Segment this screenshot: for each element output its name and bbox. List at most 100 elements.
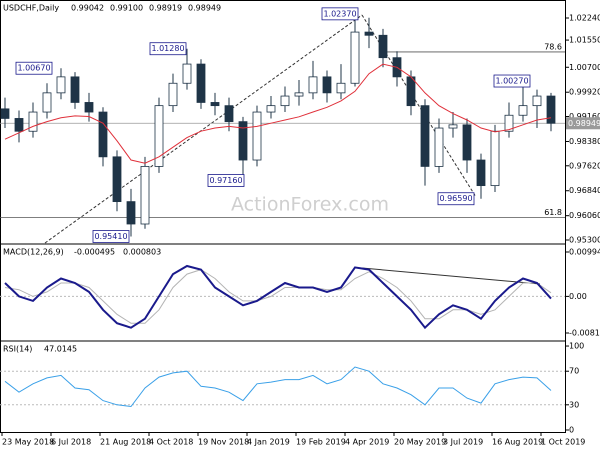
y-tick-label: 0.99920 [569,88,600,97]
signal-line [4,269,552,324]
macd-value: 0.000803 [123,248,161,257]
candle-body [546,95,556,124]
candle-body [322,76,332,94]
price-annotation-box [321,7,359,21]
candle-body [476,159,486,187]
candle-body [532,95,542,107]
candle-body [182,63,192,84]
y-tick-label: 30 [569,400,579,409]
quote-value: 0.98919 [149,4,182,13]
y-tick-label: 100 [569,342,584,351]
x-tick-label: 21 Aug 2018 [100,438,151,447]
x-tick-label: 19 Feb 2019 [296,438,346,447]
quote-value: 0.98949 [188,4,221,13]
candle-body [168,82,178,107]
x-tick-label: 4 Apr 2019 [345,438,389,447]
macd-title: MACD(12,26,9) [3,248,64,257]
y-tick-label: 1.00700 [569,63,600,72]
candle-body [294,92,304,97]
fib-label: 78.6 [544,42,562,51]
price-annotation: 1.02370 [323,9,356,18]
price-annotation: 1.00670 [17,64,50,73]
price-annotation-box [149,42,187,56]
candle-body [490,130,500,187]
plot-frame [0,0,566,433]
x-tick-label: 3 Jul 2019 [443,438,483,447]
y-tick-label: 70 [569,367,579,376]
candle-body [378,34,388,59]
quote-value: 0.99100 [110,4,143,13]
trend-line [361,267,541,285]
price-annotation-box [437,192,475,206]
y-tick-label: 0.96840 [569,186,600,195]
x-tick-label: 4 Jan 2019 [247,438,290,447]
x-tick-label: 19 Nov 2018 [198,438,249,447]
trend-line [44,14,363,244]
quote-value: 0.99042 [71,4,104,13]
candle-body [518,105,528,116]
price-annotation-box [493,74,531,88]
candle-body [504,114,514,132]
candle-body [350,31,360,84]
y-tick-label: 0.95300 [569,235,600,244]
price-annotation-box [15,61,53,75]
y-tick-label: 0.00994 [569,247,600,256]
price-annotation: 0.95410 [94,232,127,241]
candle-body [434,127,444,167]
candle-body [308,76,318,94]
candle-body [28,111,38,132]
x-tick-label: 20 May 2019 [394,438,446,447]
candle-body [280,95,290,107]
y-tick-label: 1.01550 [569,36,600,45]
candle-body [336,82,346,94]
candle-body [252,111,262,161]
y-tick-label: 0.00 [569,292,587,301]
y-tick-label: 1.02240 [569,14,600,23]
candle-body [126,201,136,225]
price-annotation-box [92,230,130,243]
chart-title: USDCHF,Daily [3,4,59,13]
candle-body [70,76,80,103]
y-tick-label: 0.96060 [569,211,600,220]
candle-body [42,92,52,113]
x-tick-label: 1 Oct 2019 [541,438,585,447]
watermark: ActionForex.com [231,194,389,216]
rsi-title: RSI(14) [3,345,32,354]
macd-value: -0.000495 [74,248,115,257]
candle-body [210,102,220,107]
y-tick-label: -0.008193 [569,328,600,337]
candle-body [84,102,94,113]
x-tick-label: 23 May 2018 [2,438,54,447]
y-tick-label: 0.99160 [569,112,600,121]
price-annotation: 0.96590 [439,194,472,203]
x-tick-label: 6 Jul 2018 [51,438,91,447]
rsi-value: 47.0145 [44,345,77,354]
candle-body [224,105,234,123]
x-tick-label: 16 Aug 2019 [492,438,543,447]
y-tick-label: 0.98380 [569,137,600,146]
macd-line [4,264,552,330]
candle-body [406,76,416,107]
price-annotation-box [207,174,245,187]
candle-body [154,105,164,167]
candle-body [448,124,458,129]
fib-label: 61.8 [544,208,562,217]
price-annotation: 0.97160 [209,176,242,185]
price-annotation: 1.01280 [151,44,184,53]
candle-body [14,118,24,132]
price-annotation: 1.00270 [495,77,528,86]
candle-body [56,76,66,94]
candle-body [112,156,122,203]
rsi-line [4,366,552,408]
moving-average [4,63,552,164]
x-tick-label: 4 Oct 2018 [149,438,193,447]
candle-body [266,105,276,113]
candle-body [140,166,150,225]
candle-body [364,31,374,36]
candle-body [196,63,206,103]
candle-body [420,105,430,167]
y-tick-label: 0 [569,425,574,434]
candle-body [0,108,10,119]
y-tick-label: 0.97620 [569,161,600,170]
